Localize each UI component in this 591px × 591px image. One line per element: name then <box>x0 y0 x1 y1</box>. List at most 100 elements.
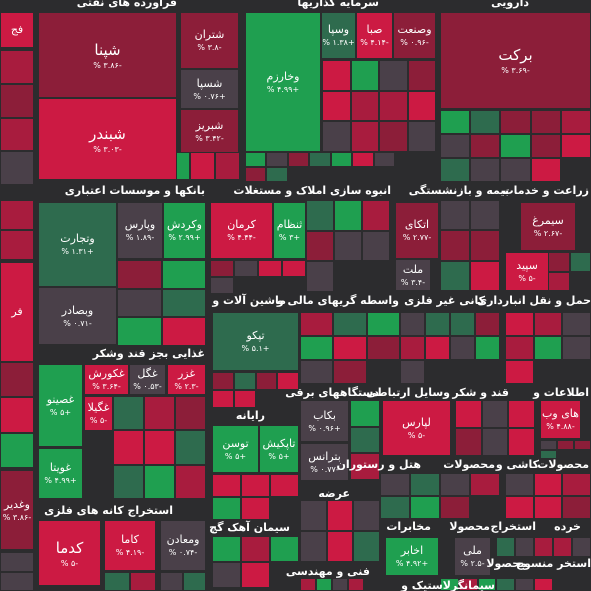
change: -۳.۸۶ % <box>93 60 122 70</box>
tile[interactable]: فج <box>0 12 34 48</box>
tile[interactable]: بترانس -۰.۷۷ % <box>300 443 349 481</box>
tile[interactable]: وصنعت -۰.۹۶ % <box>393 12 436 59</box>
change: +۰.۷۶ % <box>193 91 226 101</box>
filler-tile <box>540 449 557 459</box>
filler-tile <box>425 312 450 336</box>
filler-tile <box>569 252 591 272</box>
tile[interactable]: های وب -۴.۸۸ % <box>540 400 581 439</box>
filler-tile <box>175 464 206 499</box>
filler-tile <box>322 60 351 91</box>
tile[interactable]: برکت -۳.۶۹ % <box>440 12 591 109</box>
filler-tile <box>258 260 282 277</box>
filler-tile <box>470 260 500 291</box>
symbol: شسپا <box>196 76 223 90</box>
tile[interactable]: اخابر +۴.۹۲ % <box>385 537 439 576</box>
change: -۳.۸ % <box>197 43 222 52</box>
tile[interactable]: وبصادر -۰.۷۱ % <box>38 287 117 345</box>
sector-title: دارویی <box>491 0 529 9</box>
symbol: اخابر <box>400 544 424 557</box>
symbol: ومعادن <box>166 533 200 546</box>
symbol: کدما <box>55 538 84 557</box>
filler-tile <box>533 578 553 591</box>
tile[interactable]: غویتا +۴.۹۹ % <box>38 448 83 499</box>
filler-tile <box>241 474 270 497</box>
sector-title: انبوه سازی املاک و مستغلات <box>233 184 391 197</box>
change: -۳.۸۶ % <box>2 512 32 522</box>
tile[interactable]: غصینو +۵ % <box>38 364 83 447</box>
sector-title: غذایی بجز قند وشکر <box>92 347 205 360</box>
symbol: وبصادر <box>61 303 94 317</box>
filler-tile <box>455 428 482 456</box>
change: -۴.۸۸ % <box>546 422 575 431</box>
symbol: توسن <box>222 436 249 450</box>
tile[interactable]: ومعادن -۰.۷۴ % <box>160 520 206 571</box>
tile[interactable]: شسپا +۰.۷۶ % <box>180 69 239 109</box>
tile[interactable]: وکردش +۲.۹۹ % <box>163 202 206 259</box>
filler-tile <box>0 230 34 260</box>
change: -۵ % <box>407 430 426 440</box>
sector-title: عرضه <box>318 487 350 500</box>
tile[interactable]: وپارس -۱.۸۹ % <box>117 202 163 259</box>
tile[interactable]: غگیلا -۵ % <box>84 396 113 431</box>
filler-tile <box>562 496 591 519</box>
filler-tile <box>350 60 379 91</box>
tile[interactable]: غگل -۰.۵۳ % <box>129 364 166 395</box>
sector-title: خرده <box>554 520 581 533</box>
tile[interactable]: بکاب +۰.۹۶ % <box>300 400 349 442</box>
symbol: غگل <box>137 367 158 380</box>
tile[interactable]: شتران -۳.۸ % <box>180 12 239 69</box>
sector-title: بیمه و بازنشستگی <box>408 184 509 197</box>
tile[interactable]: صبا -۴.۱۴ % <box>356 12 393 59</box>
sector-title: کاشی و <box>495 458 539 471</box>
filler-tile <box>212 497 241 520</box>
tile[interactable]: شبریز -۳.۴۲ % <box>180 109 239 153</box>
tile[interactable]: سیمرغ -۲.۶۷ % <box>520 202 576 251</box>
tile[interactable]: غکورش -۳.۶۴ % <box>84 364 129 395</box>
symbol: برکت <box>498 46 533 64</box>
tile[interactable]: کرمان -۴.۴۴ % <box>210 202 273 259</box>
tile[interactable]: سپید -۵ % <box>505 252 549 291</box>
tile[interactable]: شپنا -۳.۸۶ % <box>38 12 177 98</box>
tile[interactable]: کاما -۴.۱۹ % <box>104 520 156 571</box>
filler-tile <box>533 496 563 519</box>
tile[interactable]: تاپکیش +۵ % <box>259 425 299 473</box>
symbol: تپکو <box>246 329 265 342</box>
symbol: بکاب <box>313 408 336 422</box>
filler-tile <box>282 260 306 277</box>
tile[interactable]: لپارس -۵ % <box>382 400 451 456</box>
change: -۳.۰۳ % <box>93 144 122 154</box>
filler-tile <box>481 428 509 456</box>
filler-tile <box>407 121 436 152</box>
filler-tile <box>572 537 591 557</box>
tile[interactable]: وسپا +۱.۳۸ % <box>321 12 356 59</box>
filler-tile <box>380 473 410 496</box>
tile[interactable]: غزر -۲.۳ % <box>167 364 206 395</box>
symbol: غگیلا <box>87 401 110 414</box>
filler-tile <box>326 531 354 562</box>
filler-tile <box>322 121 351 152</box>
tile[interactable]: ملت -۳.۴ % <box>395 259 431 291</box>
filler-tile <box>0 362 34 398</box>
tile[interactable]: کدما -۵ % <box>38 520 101 586</box>
filler-tile <box>306 261 334 292</box>
filler-tile <box>362 200 390 231</box>
symbol: وتجارت <box>60 232 95 245</box>
tile[interactable]: ثنظام +۳ % <box>273 202 306 259</box>
filler-tile <box>450 312 475 336</box>
tile[interactable]: ملی -۲.۵ % <box>454 537 491 576</box>
tile[interactable]: وغدیر -۳.۸۶ % <box>0 470 34 550</box>
filler-tile <box>117 288 162 318</box>
tile[interactable]: فر <box>0 262 34 362</box>
filler-tile <box>533 312 563 336</box>
tile[interactable]: وتجارت +۱.۳۱ % <box>38 202 117 287</box>
tile[interactable]: توسن +۵ % <box>212 425 259 473</box>
tile[interactable]: تپکو +۵.۱ % <box>212 312 299 371</box>
change: -۲.۷۷ % <box>402 233 432 242</box>
filler-tile <box>309 152 331 167</box>
filler-tile <box>425 336 450 360</box>
filler-tile <box>533 336 563 360</box>
tile[interactable]: وخارزم +۴.۹۹ % <box>245 12 321 152</box>
tile[interactable]: اتکای -۲.۷۷ % <box>395 202 439 259</box>
sector-title: استخر منسوج <box>516 557 591 570</box>
tile[interactable]: شبندر -۳.۰۳ % <box>38 98 177 180</box>
